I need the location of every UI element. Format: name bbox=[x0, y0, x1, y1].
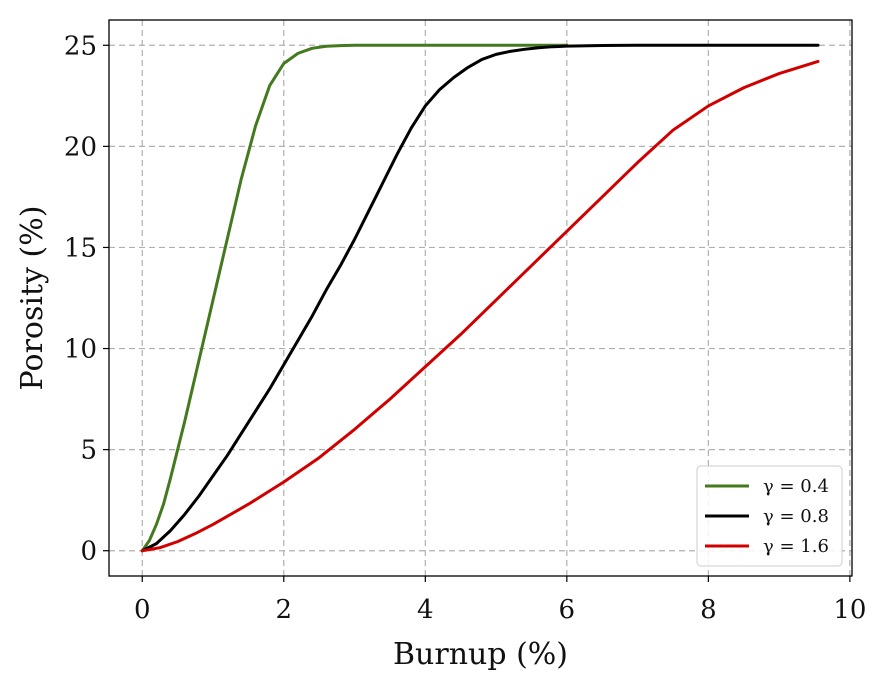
series-layer bbox=[140, 43, 820, 553]
y-tick-label-0: 0 bbox=[80, 537, 97, 567]
axis-ticks: 0 2 4 6 8 10 0 5 10 15 20 25 bbox=[64, 31, 867, 625]
legend-label-1: γ = 0.4 bbox=[763, 476, 829, 497]
x-tick-label-2: 2 bbox=[276, 595, 293, 625]
legend-label-2: γ = 0.8 bbox=[763, 506, 829, 527]
y-tick-label-20: 20 bbox=[64, 132, 97, 162]
series-line-1 bbox=[140, 43, 569, 553]
y-tick-label-25: 25 bbox=[64, 31, 97, 61]
legend-items: γ = 0.4 γ = 0.8 γ = 1.6 bbox=[705, 476, 829, 557]
y-axis-title: Porosity (%) bbox=[15, 206, 50, 391]
legend-label-3: γ = 1.6 bbox=[763, 536, 829, 557]
x-tick-label-8: 8 bbox=[700, 595, 717, 625]
plot-frame bbox=[108, 19, 853, 577]
x-tick-label-0: 0 bbox=[134, 595, 151, 625]
x-tick-label-6: 6 bbox=[559, 595, 576, 625]
x-tick-label-4: 4 bbox=[417, 595, 434, 625]
legend: γ = 0.4 γ = 0.8 γ = 1.6 bbox=[696, 465, 843, 567]
legend-box bbox=[696, 465, 843, 567]
y-tick-label-10: 10 bbox=[64, 335, 97, 365]
x-tick-label-10: 10 bbox=[833, 595, 866, 625]
x-axis-title: Burnup (%) bbox=[393, 637, 568, 672]
series-line-2 bbox=[140, 43, 820, 553]
y-tick-label-15: 15 bbox=[64, 233, 97, 263]
y-tick-label-5: 5 bbox=[80, 436, 97, 466]
series-line-3 bbox=[140, 59, 820, 553]
